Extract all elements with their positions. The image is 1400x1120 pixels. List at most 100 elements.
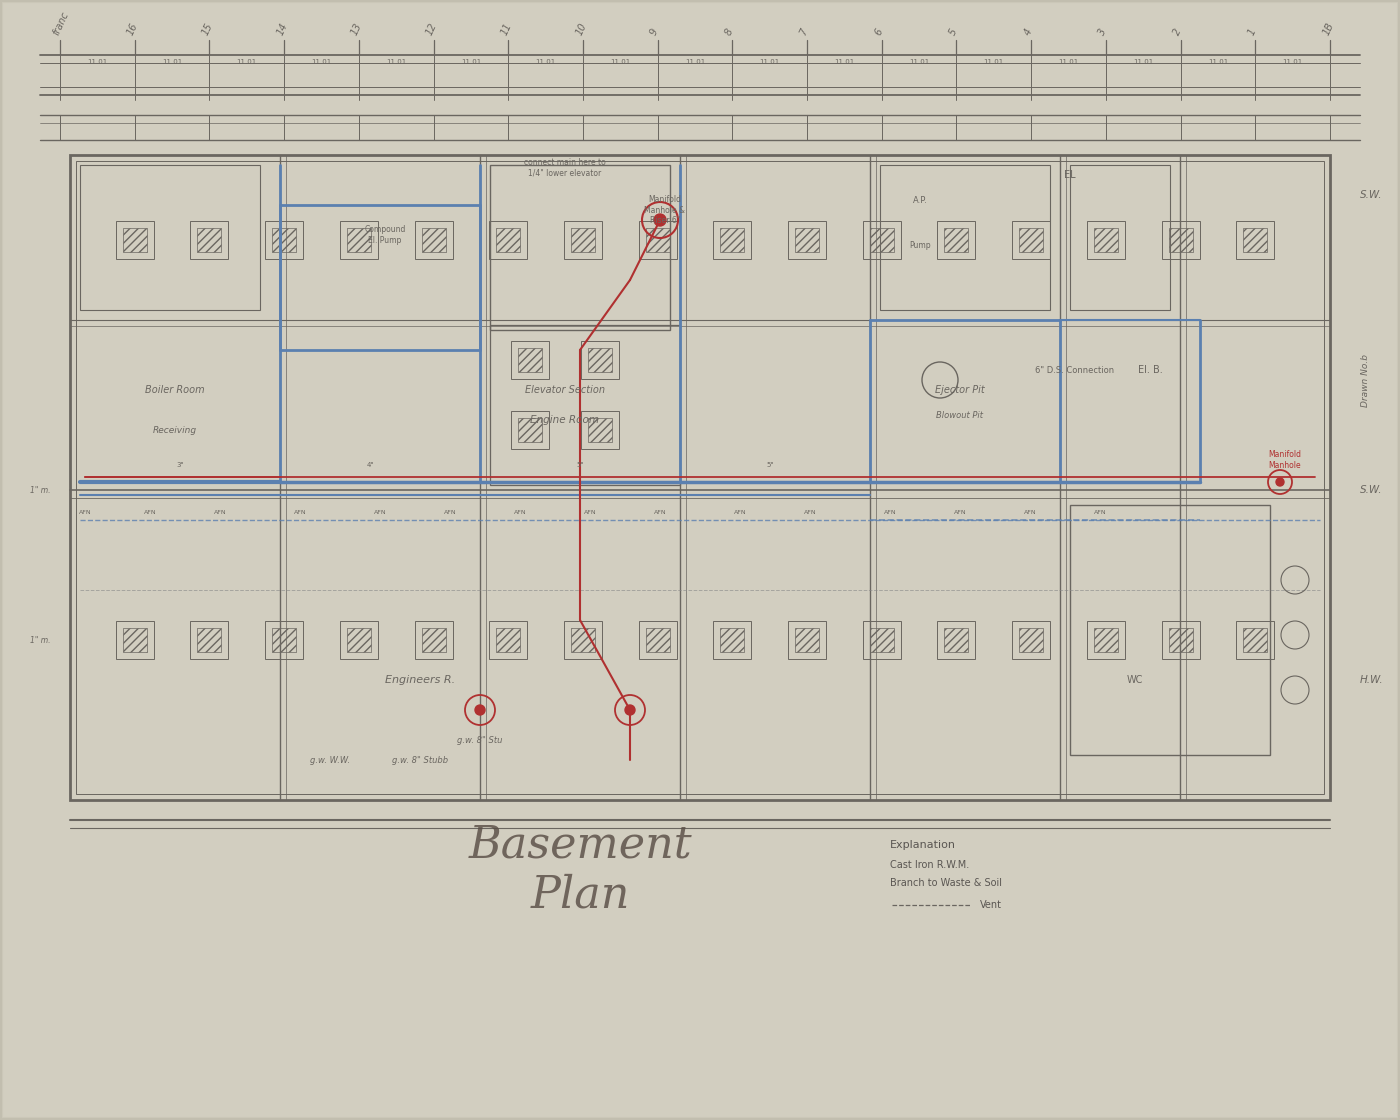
Text: 11.01: 11.01 <box>461 59 482 65</box>
Bar <box>571 628 595 652</box>
Text: 7: 7 <box>798 27 809 37</box>
Bar <box>347 628 371 652</box>
Bar <box>272 228 297 252</box>
Text: 1: 1 <box>1246 27 1259 37</box>
Bar <box>945 228 969 252</box>
Text: 11.01: 11.01 <box>535 59 556 65</box>
Text: Boiler Room: Boiler Room <box>146 385 204 395</box>
Bar <box>869 228 893 252</box>
Text: AFN: AFN <box>1023 510 1036 514</box>
Bar <box>489 221 528 259</box>
Bar <box>518 418 542 442</box>
Bar <box>340 620 378 659</box>
Bar <box>489 620 528 659</box>
Text: 5": 5" <box>577 463 584 468</box>
Text: 11.01: 11.01 <box>311 59 332 65</box>
Text: 3": 3" <box>176 463 183 468</box>
Text: Drawn No.b: Drawn No.b <box>1361 354 1369 407</box>
Text: g.w. 8" Stubb: g.w. 8" Stubb <box>392 756 448 765</box>
Text: 11.01: 11.01 <box>1058 59 1078 65</box>
Bar <box>265 221 304 259</box>
Bar <box>638 620 676 659</box>
Bar <box>496 228 521 252</box>
Text: Vent: Vent <box>980 900 1002 909</box>
Bar <box>869 628 893 652</box>
Bar <box>945 628 969 652</box>
Text: Pump: Pump <box>909 241 931 250</box>
Bar <box>714 221 752 259</box>
Text: g.w. 8" Stu: g.w. 8" Stu <box>458 736 503 745</box>
Text: 11: 11 <box>500 21 514 37</box>
Bar <box>518 348 542 372</box>
Bar <box>421 628 445 652</box>
Bar <box>511 411 549 449</box>
Bar <box>645 628 669 652</box>
Text: AFN: AFN <box>144 510 157 514</box>
Text: 13: 13 <box>350 21 364 37</box>
Bar <box>347 228 371 252</box>
Text: Receiving: Receiving <box>153 426 197 435</box>
Bar <box>1243 628 1267 652</box>
Bar <box>581 340 619 379</box>
Bar <box>938 221 976 259</box>
Bar <box>1093 628 1117 652</box>
Bar <box>1086 221 1124 259</box>
Text: WC: WC <box>1127 675 1144 685</box>
Bar <box>197 628 221 652</box>
Bar <box>788 221 826 259</box>
Circle shape <box>1275 478 1284 486</box>
Bar <box>1012 221 1050 259</box>
Bar <box>190 221 228 259</box>
Text: AFN: AFN <box>1093 510 1106 514</box>
Text: 2: 2 <box>1172 27 1183 37</box>
Bar <box>714 620 752 659</box>
Bar <box>116 620 154 659</box>
Text: 11.01: 11.01 <box>237 59 256 65</box>
Text: g.w. W.W.: g.w. W.W. <box>309 756 350 765</box>
Text: 11.01: 11.01 <box>984 59 1004 65</box>
Text: 1" m.: 1" m. <box>29 485 50 495</box>
Text: 11.01: 11.01 <box>386 59 406 65</box>
Text: 6" D.S. Connection: 6" D.S. Connection <box>1035 365 1114 374</box>
Text: AFN: AFN <box>883 510 896 514</box>
Bar <box>721 628 745 652</box>
Circle shape <box>475 704 484 715</box>
Text: 11.01: 11.01 <box>685 59 706 65</box>
Circle shape <box>624 704 636 715</box>
Text: AFN: AFN <box>374 510 386 514</box>
Bar <box>421 228 445 252</box>
Text: connect main here to
1/4" lower elevator: connect main here to 1/4" lower elevator <box>524 158 606 178</box>
Bar <box>496 628 521 652</box>
Text: 10: 10 <box>574 21 588 37</box>
Bar <box>414 221 452 259</box>
Bar <box>116 221 154 259</box>
Bar <box>123 228 147 252</box>
Bar <box>197 228 221 252</box>
Bar <box>571 228 595 252</box>
Bar <box>938 620 976 659</box>
Text: 3: 3 <box>1096 27 1109 37</box>
Text: Blowout Pit: Blowout Pit <box>937 411 983 420</box>
Text: Branch to Waste & Soil: Branch to Waste & Soil <box>890 878 1002 888</box>
Text: AFN: AFN <box>514 510 526 514</box>
Text: S.W.: S.W. <box>1359 190 1383 200</box>
Bar <box>80 165 260 310</box>
Text: 9: 9 <box>648 27 661 37</box>
Bar <box>190 620 228 659</box>
Text: AFN: AFN <box>953 510 966 514</box>
Bar <box>265 620 304 659</box>
Bar <box>1243 228 1267 252</box>
Text: AFN: AFN <box>294 510 307 514</box>
Text: 11.01: 11.01 <box>760 59 780 65</box>
Text: 11.01: 11.01 <box>909 59 930 65</box>
Text: 11.01: 11.01 <box>834 59 854 65</box>
Text: 11.01: 11.01 <box>1133 59 1154 65</box>
Bar <box>1019 628 1043 652</box>
Bar <box>588 348 612 372</box>
Bar <box>564 221 602 259</box>
Bar <box>588 418 612 442</box>
Bar <box>490 325 680 485</box>
Text: Engineers R.: Engineers R. <box>385 675 455 685</box>
Text: 1" m.: 1" m. <box>29 635 50 644</box>
Text: AFN: AFN <box>78 510 91 514</box>
